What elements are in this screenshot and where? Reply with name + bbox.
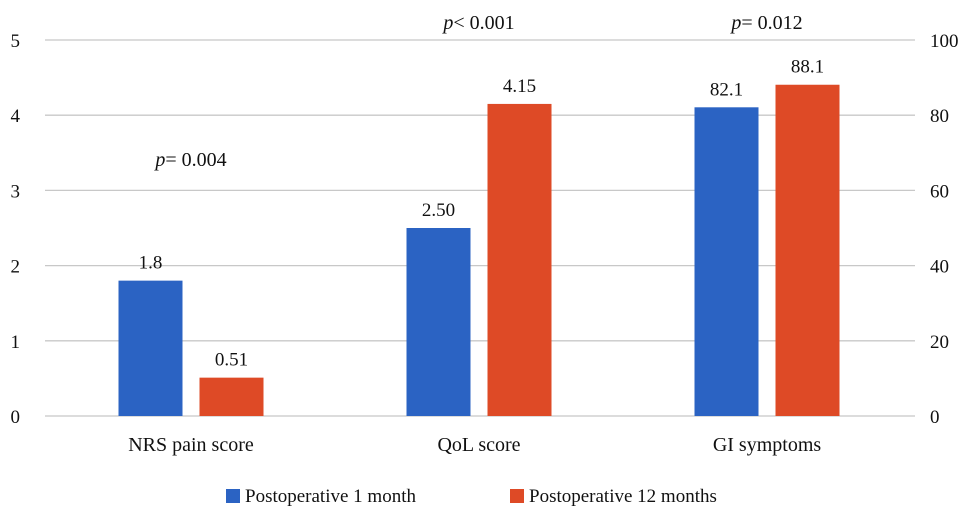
data-label: 88.1 <box>791 57 824 78</box>
data-label: 0.51 <box>215 350 248 371</box>
left-tick-label: 2 <box>11 257 21 278</box>
p-value-text: = 0.004 <box>165 149 226 171</box>
bar <box>487 103 552 417</box>
bar <box>694 107 759 416</box>
bar <box>199 377 264 416</box>
category-label: NRS pain score <box>128 434 254 456</box>
left-tick-label: 5 <box>11 31 21 52</box>
right-tick-label: 60 <box>930 181 949 202</box>
category-label: GI symptoms <box>713 434 822 456</box>
legend-label: Postoperative 1 month <box>245 486 416 507</box>
data-label: 82.1 <box>710 79 743 100</box>
legend-label: Postoperative 12 months <box>529 486 717 507</box>
right-tick-label: 80 <box>930 106 949 127</box>
left-tick-label: 4 <box>11 106 21 127</box>
left-tick-label: 3 <box>11 181 21 202</box>
legend-swatch <box>226 489 240 503</box>
p-value-text: < 0.001 <box>453 12 514 34</box>
category-labels: NRS pain score QoL score GI symptoms <box>128 434 821 456</box>
bar <box>118 280 183 416</box>
legend: Postoperative 1 month Postoperative 12 mo… <box>226 486 717 507</box>
gridlines <box>45 39 915 417</box>
legend-item: Postoperative 1 month <box>226 486 416 507</box>
data-labels: 1.8 0.51 2.50 4.15 82.1 88.1 <box>139 57 825 371</box>
p-value-text: = 0.012 <box>741 12 802 34</box>
bar <box>775 84 840 416</box>
p-value-prefix: p <box>729 12 741 34</box>
category-label: QoL score <box>437 434 520 456</box>
p-value-prefix: p <box>153 149 165 171</box>
p-value-label: p= 0.004 <box>153 149 226 171</box>
left-tick-label: 0 <box>11 407 21 428</box>
bar <box>406 228 471 416</box>
p-value-prefix: p <box>441 12 453 34</box>
left-tick-label: 1 <box>11 332 21 353</box>
right-axis-ticks: 0 20 40 60 80 100 <box>930 31 959 428</box>
right-tick-label: 0 <box>930 407 940 428</box>
legend-swatch <box>510 489 524 503</box>
data-label: 2.50 <box>422 200 455 221</box>
right-tick-label: 100 <box>930 31 959 52</box>
right-tick-label: 40 <box>930 257 949 278</box>
bars <box>118 84 840 417</box>
data-label: 1.8 <box>139 253 163 274</box>
p-value-label: p= 0.012 <box>729 12 802 34</box>
data-label: 4.15 <box>503 76 536 97</box>
p-value-label: p< 0.001 <box>441 12 514 34</box>
right-tick-label: 20 <box>930 332 949 353</box>
legend-item: Postoperative 12 months <box>510 486 717 507</box>
left-axis-ticks: 0 1 2 3 4 5 <box>11 31 21 428</box>
